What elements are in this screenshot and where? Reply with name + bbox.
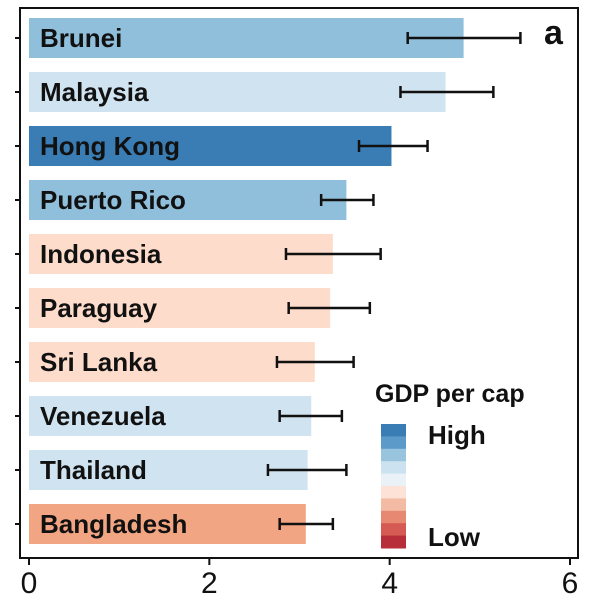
panel-letter: a xyxy=(544,14,564,52)
error-bar xyxy=(278,410,344,422)
category-label: Paraguay xyxy=(40,293,158,323)
category-label: Brunei xyxy=(40,23,122,53)
legend-swatch xyxy=(381,498,406,512)
bar-brunei xyxy=(29,18,464,58)
category-label: Bangladesh xyxy=(40,509,187,539)
bar-venezuela xyxy=(29,396,312,436)
legend-swatch xyxy=(381,510,406,524)
category-label: Hong Kong xyxy=(40,131,180,161)
error-bar xyxy=(399,86,495,98)
legend-title: GDP per cap xyxy=(375,380,525,408)
bar-malaysia xyxy=(29,72,446,112)
legend-low-label: Low xyxy=(428,522,481,552)
legend-swatch xyxy=(381,436,406,450)
plot-frame xyxy=(19,7,579,559)
error-bar xyxy=(406,32,522,44)
error-bar xyxy=(357,140,429,152)
error-bar xyxy=(319,194,375,206)
bars-layer xyxy=(29,18,464,544)
legend-high-label: High xyxy=(428,420,486,450)
axis-layer: 0 2 4 6 xyxy=(15,7,579,600)
legend-swatch xyxy=(381,535,406,549)
legend-swatch xyxy=(381,448,406,462)
error-bar xyxy=(284,248,382,260)
category-label: Puerto Rico xyxy=(40,185,186,215)
error-bar xyxy=(266,464,348,476)
category-label: Thailand xyxy=(40,455,147,485)
bar-hong-kong xyxy=(29,126,392,166)
x-tick-label: 2 xyxy=(201,567,218,600)
legend-swatch xyxy=(381,461,406,475)
category-label: Indonesia xyxy=(40,239,162,269)
x-tick-label: 6 xyxy=(562,567,579,600)
legend-swatch xyxy=(381,486,406,499)
legend: GDP per cap High Low xyxy=(375,380,525,552)
bar-paraguay xyxy=(29,288,331,328)
legend-swatch xyxy=(381,473,406,487)
bar-thailand xyxy=(29,450,308,490)
category-label: Sri Lanka xyxy=(40,347,158,377)
bar-bangladesh xyxy=(29,504,306,544)
category-label: Malaysia xyxy=(40,77,149,107)
error-bars-layer xyxy=(266,32,522,530)
bar-puerto-rico xyxy=(29,180,347,220)
x-tick-label: 4 xyxy=(381,567,398,600)
category-label: Venezuela xyxy=(40,401,166,431)
bar-sri-lanka xyxy=(29,342,315,382)
legend-swatch xyxy=(381,523,406,537)
category-labels-layer: Brunei Malaysia Hong Kong Puerto Rico Indone… xyxy=(40,23,187,539)
x-tick-label: 0 xyxy=(21,567,38,600)
legend-swatch xyxy=(381,424,406,437)
error-bar xyxy=(275,356,355,368)
error-bar xyxy=(287,302,372,314)
bar-indonesia xyxy=(29,234,333,274)
error-bar xyxy=(278,518,335,530)
